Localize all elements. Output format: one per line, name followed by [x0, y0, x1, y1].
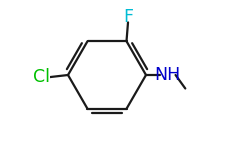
- Text: F: F: [123, 8, 133, 26]
- Text: Cl: Cl: [33, 68, 50, 86]
- Text: NH: NH: [154, 66, 181, 84]
